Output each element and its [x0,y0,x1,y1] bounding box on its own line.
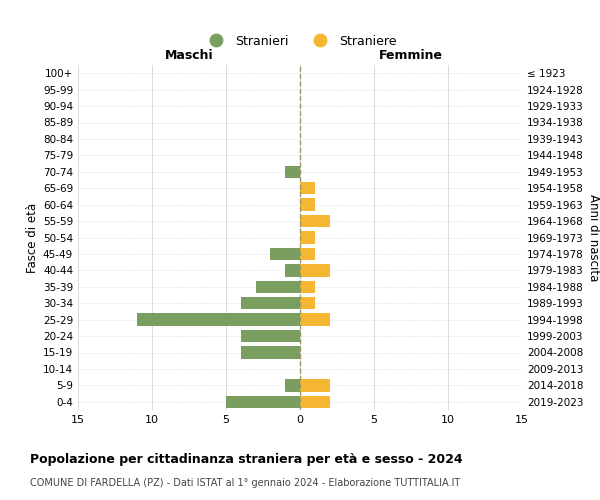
Bar [241,346,300,358]
Y-axis label: Anni di nascita: Anni di nascita [587,194,600,281]
Text: Maschi: Maschi [164,48,214,62]
Bar [300,280,315,293]
Bar [226,396,300,408]
Bar [300,314,329,326]
Bar [256,280,300,293]
Text: Femmine: Femmine [379,48,443,62]
Text: COMUNE DI FARDELLA (PZ) - Dati ISTAT al 1° gennaio 2024 - Elaborazione TUTTITALI: COMUNE DI FARDELLA (PZ) - Dati ISTAT al … [30,478,460,488]
Bar [285,379,300,392]
Bar [300,297,315,310]
Bar [300,182,315,194]
Bar [300,248,315,260]
Bar [241,330,300,342]
Y-axis label: Fasce di età: Fasce di età [26,202,39,272]
Bar [300,264,329,276]
Bar [271,248,300,260]
Bar [300,379,329,392]
Bar [241,297,300,310]
Text: Popolazione per cittadinanza straniera per età e sesso - 2024: Popolazione per cittadinanza straniera p… [30,452,463,466]
Bar [137,314,300,326]
Bar [300,215,329,227]
Legend: Stranieri, Straniere: Stranieri, Straniere [199,30,401,53]
Bar [285,264,300,276]
Bar [300,198,315,211]
Bar [300,396,329,408]
Bar [285,166,300,178]
Bar [300,232,315,243]
